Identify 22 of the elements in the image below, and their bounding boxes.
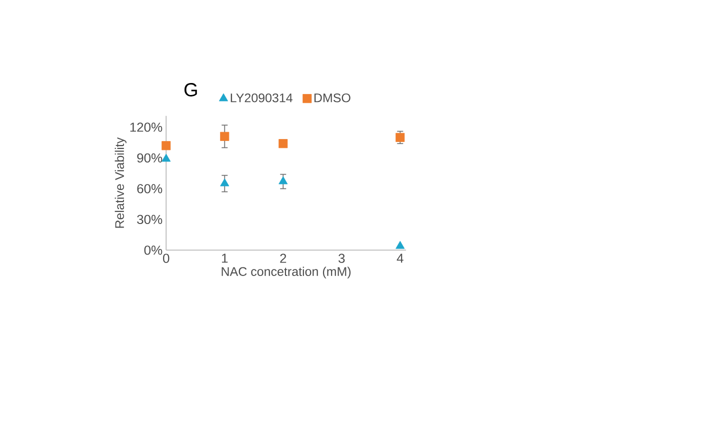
x-tick-label: 4: [396, 254, 404, 263]
x-tick-label: 0: [163, 254, 170, 263]
y-tick-label: 90%: [137, 153, 162, 163]
point: [278, 176, 288, 184]
point: [278, 139, 288, 148]
point: [396, 132, 405, 142]
x-tick-label: 1: [222, 254, 228, 263]
y-tick-label: 120%: [130, 122, 162, 132]
legend-label: LY2090314: [230, 93, 292, 102]
x-axis-title: NAC concetration (mM): [222, 266, 351, 278]
x-tick-label: 2: [280, 254, 286, 263]
point: [396, 240, 405, 249]
y-axis-title: Relative Viability: [114, 137, 126, 228]
point: [220, 178, 230, 186]
point: [220, 132, 230, 141]
y-tick-label: 60%: [137, 184, 162, 194]
x-tick-label: 3: [338, 254, 345, 263]
y-tick-label: 30%: [137, 214, 162, 224]
y-tick-label: 0%: [144, 246, 162, 255]
point: [162, 141, 171, 150]
legend-label: DMSO: [314, 93, 350, 102]
text: G: [184, 83, 197, 96]
